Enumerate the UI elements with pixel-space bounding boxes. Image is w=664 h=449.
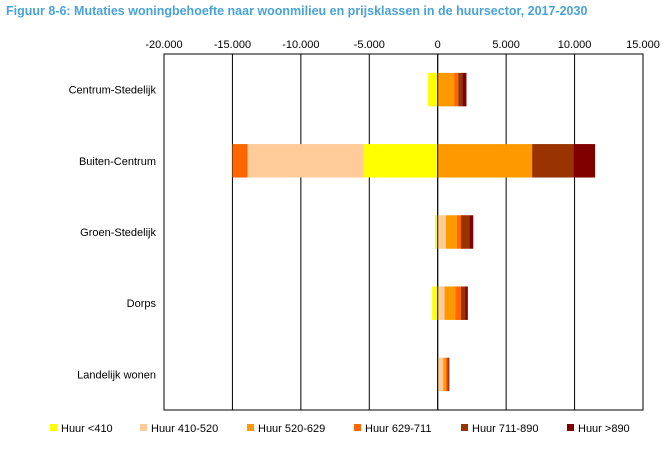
bar-segment	[460, 286, 466, 320]
bar-segment	[458, 72, 463, 107]
x-tick-label: 0	[435, 39, 441, 51]
bar-segment	[437, 72, 455, 107]
chart-title: Figuur 8-6: Mutaties woningbehoefte naar…	[6, 4, 588, 18]
legend-swatch	[461, 424, 468, 431]
bar-segment	[456, 215, 461, 249]
x-tick-label: 15.000	[626, 39, 660, 51]
x-tick-label: -10.000	[282, 39, 319, 51]
bar-segment	[455, 286, 461, 320]
bar-segment	[469, 215, 474, 249]
legend: Huur <410 Huur 410-520 Huur 520-629 Huur 62…	[50, 423, 630, 435]
bar-segment	[428, 72, 438, 107]
legend-swatch	[354, 424, 361, 431]
category-label: Landelijk wonen	[77, 369, 156, 381]
legend-label: Huur 520-629	[258, 423, 325, 435]
bar-segment	[437, 286, 445, 320]
category-label: Buiten-Centrum	[79, 156, 156, 168]
x-tick-labels: -20.000 -15.000 -10.000 -5.000 0 5.000 10.000 1…	[145, 39, 659, 51]
bar-segment	[363, 144, 438, 178]
bar-segment	[460, 215, 470, 249]
legend-swatch	[50, 424, 57, 431]
legend-label: Huur 410-520	[151, 423, 218, 435]
bar-segment	[445, 215, 457, 249]
bar-segment	[444, 286, 456, 320]
legend-label: Huur 629-711	[365, 423, 431, 435]
category-label: Dorps	[127, 298, 157, 310]
legend-swatch	[567, 424, 574, 431]
bar-segment	[532, 144, 574, 178]
bar-segment	[232, 144, 248, 178]
bar-segment	[448, 357, 450, 392]
bar-segment	[573, 144, 596, 178]
bar-segment	[434, 215, 438, 249]
bar-segment	[465, 286, 468, 320]
bar-segment	[432, 286, 438, 320]
bar-segment	[437, 357, 444, 392]
x-tick-label: -5.000	[354, 39, 385, 51]
grid-lines	[163, 54, 644, 410]
bar-segment	[247, 144, 364, 178]
bar-segment	[437, 215, 446, 249]
category-label: Groen-Stedelijk	[80, 227, 156, 239]
legend-label: Huur >890	[578, 423, 630, 435]
x-tick-label: 10.000	[558, 39, 592, 51]
bar-segment	[443, 357, 446, 392]
legend-swatch	[247, 424, 254, 431]
bars	[232, 72, 596, 392]
category-label: Centrum-Stedelijk	[69, 85, 157, 97]
x-tick-label: -15.000	[214, 39, 251, 51]
bar-segment	[447, 357, 449, 392]
legend-label: Huur 711-890	[472, 423, 538, 435]
x-tick-label: 5.000	[492, 39, 520, 51]
plot-frame	[163, 53, 644, 411]
x-tick-label: -20.000	[145, 39, 182, 51]
bar-segment	[437, 144, 533, 178]
bar-segment	[454, 72, 459, 107]
legend-label: Huur <410	[61, 423, 113, 435]
legend-swatch	[140, 424, 147, 431]
category-labels: Centrum-Stedelijk Buiten-Centrum Groen-Ste…	[69, 85, 157, 382]
bar-segment	[445, 357, 448, 392]
bar-segment	[462, 72, 467, 107]
